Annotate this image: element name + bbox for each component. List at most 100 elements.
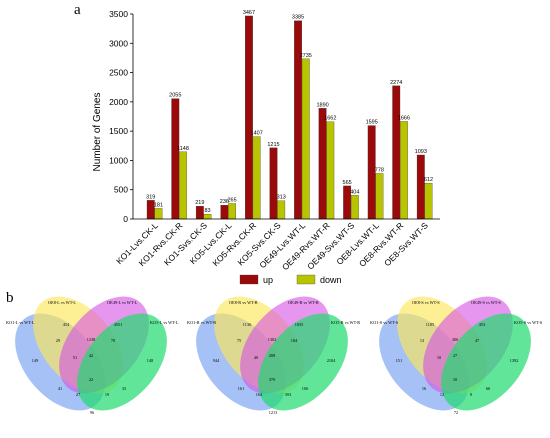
bar-up	[245, 15, 253, 220]
venn-set-label: OE49-R vs WT-R	[288, 300, 319, 305]
venn-region-count: 161	[238, 386, 244, 391]
data-label-up: 1595	[366, 120, 378, 126]
bar-down	[203, 213, 212, 220]
venn-region-count: 370	[269, 377, 275, 382]
venn-region-count: 8	[470, 392, 472, 397]
venn-region-count: 10	[453, 377, 457, 382]
bar-up	[392, 85, 401, 220]
y-tick-label: 1500	[109, 126, 128, 136]
venn-region-count: 393	[285, 392, 291, 397]
venn-region-count: 1213	[269, 410, 278, 415]
venn-region-count: 4551	[114, 322, 123, 327]
data-label-down: 313	[277, 195, 286, 201]
data-label-down: 181	[154, 202, 163, 208]
venn-set-label: OE8-R vs WT-R	[229, 300, 258, 305]
venn-region-count: 208	[269, 353, 275, 358]
category-label: OE8-Svs.WT-S	[382, 220, 430, 268]
venn-region-count: 1392	[510, 358, 519, 363]
bar-down	[326, 121, 335, 220]
venn-region-count: 29	[56, 338, 60, 343]
bar-down	[228, 203, 237, 220]
data-label-down: 404	[350, 189, 359, 195]
venn-set-label: KO1-L vs WT-L	[6, 320, 35, 325]
y-tick-label: 500	[114, 185, 128, 195]
venn-region-count: 72	[454, 410, 458, 415]
venn-region-count: 10	[437, 355, 441, 360]
venn-set-label: KO1-R vs WT-R	[187, 320, 216, 325]
y-axis-ticks: 0 500 1000 1500 2000 2500 3000 3500	[109, 9, 133, 224]
venn-region-count: 1238	[87, 337, 96, 342]
venn-diagram: KO1-R vs WT-R OE8-R vs WT-R OE49-R vs WT-R…	[187, 296, 360, 415]
bar-up	[318, 108, 327, 220]
data-label-up: 1215	[267, 142, 279, 148]
venn-region-count: 75	[237, 338, 241, 343]
venn-region-count: 47	[475, 338, 480, 343]
legend-swatch-up	[239, 274, 259, 285]
data-label-up: 3467	[243, 10, 255, 16]
bar-down	[252, 136, 261, 220]
legend-label-up: up	[263, 275, 273, 285]
bar-down	[301, 58, 310, 220]
venn-region-count: 453	[479, 322, 485, 327]
venn-region-count: 306	[452, 337, 459, 342]
bar-down	[277, 200, 286, 220]
venn-region-count: 164	[256, 392, 263, 397]
data-label-down: 1666	[398, 115, 410, 121]
venn-region-count: 1105	[426, 322, 434, 327]
venn-set-label: KO1-S vs WT-S	[370, 320, 399, 325]
y-tick-label: 1000	[109, 155, 128, 165]
bars	[146, 15, 433, 220]
venn-region-count: 22	[89, 377, 93, 382]
venn-region-count: 1136	[243, 322, 252, 327]
data-label-up: 1890	[316, 102, 328, 108]
bar-down	[375, 173, 384, 220]
data-label-down: 1148	[177, 146, 189, 152]
venn-region-count: 184	[291, 338, 298, 343]
bar-chart: Number of Genes 0 500 1000 1500 2000 2500 3000…	[92, 9, 440, 285]
bar-up	[416, 154, 425, 220]
venn-region-count: 41	[58, 386, 62, 391]
venn-region-count: 148	[147, 358, 153, 363]
venn-region-count: 149	[32, 358, 38, 363]
bar-down	[400, 121, 408, 220]
data-label-up: 2055	[169, 93, 181, 99]
data-label-down: 778	[375, 167, 384, 173]
legend: up down	[239, 274, 342, 285]
panel-a-label: a	[74, 2, 81, 18]
y-tick-label: 3000	[109, 38, 128, 48]
data-label-down: 2735	[300, 53, 312, 59]
venn-set-ellipse	[441, 313, 531, 411]
venn-region-count: 106	[302, 386, 309, 391]
data-label-down: 612	[424, 177, 433, 183]
y-tick-label: 2500	[109, 68, 128, 78]
venn-set-ellipse	[258, 313, 348, 411]
venn-region-count: 70	[111, 338, 115, 343]
venn-set-ellipse	[77, 313, 167, 411]
bar-down	[350, 195, 359, 220]
venn-region-count: 16	[422, 386, 427, 391]
data-label-up: 219	[195, 200, 204, 206]
data-label-up: 319	[146, 194, 155, 200]
y-tick-label: 3500	[109, 9, 128, 19]
y-tick-label: 0	[123, 214, 128, 224]
data-label-up: 236	[220, 199, 229, 205]
venn-region-count: 40	[254, 355, 258, 360]
venn-region-count: 151	[396, 358, 402, 363]
data-label-down: 1407	[251, 131, 263, 137]
venn-set-label: OE49-S vs WT-S	[471, 300, 501, 305]
venn-set-label: KO5-S vs WT-S	[514, 320, 543, 325]
venn-region-count: 27	[453, 353, 458, 358]
venn-region-count: 13	[420, 338, 424, 343]
venn-region-count: 1035	[295, 322, 304, 327]
venn-set-label: OE8-L vs WT-L	[48, 300, 76, 305]
venn-region-count: 12	[440, 392, 444, 397]
y-axis-title: Number of Genes	[92, 93, 103, 172]
venn-region-count: 42	[89, 353, 93, 358]
venn-region-count: 33	[122, 386, 126, 391]
data-label-down: 1662	[324, 116, 336, 122]
bar-up	[269, 147, 278, 220]
bar-up	[294, 20, 302, 220]
venn-region-count: 51	[73, 355, 77, 360]
venn-region-count: 2104	[327, 358, 336, 363]
